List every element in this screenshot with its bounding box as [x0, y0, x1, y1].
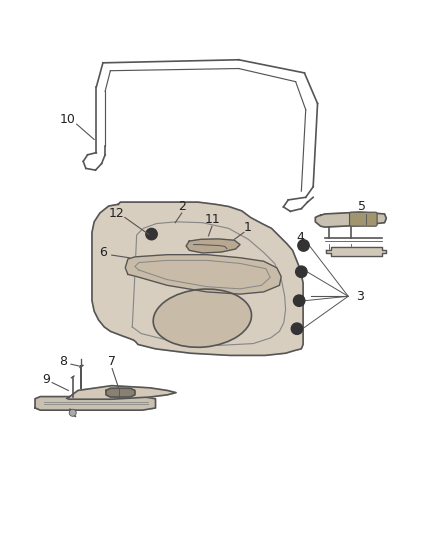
Polygon shape — [315, 212, 386, 227]
Text: 2: 2 — [178, 199, 186, 213]
Text: 3: 3 — [356, 290, 364, 303]
Polygon shape — [92, 202, 303, 356]
Polygon shape — [67, 386, 176, 399]
Polygon shape — [35, 397, 155, 410]
Text: 7: 7 — [108, 356, 116, 368]
Text: 5: 5 — [358, 199, 366, 213]
Circle shape — [291, 323, 303, 334]
Polygon shape — [186, 239, 240, 253]
Ellipse shape — [153, 289, 251, 348]
Circle shape — [146, 229, 157, 240]
Polygon shape — [106, 388, 135, 397]
Text: 11: 11 — [205, 213, 220, 226]
FancyBboxPatch shape — [350, 212, 377, 226]
Circle shape — [296, 266, 307, 278]
Text: 1: 1 — [244, 221, 252, 233]
Text: 12: 12 — [108, 207, 124, 220]
Text: 10: 10 — [60, 114, 76, 126]
Text: 9: 9 — [42, 373, 50, 386]
Polygon shape — [125, 255, 281, 294]
Circle shape — [298, 240, 309, 251]
Circle shape — [69, 409, 76, 416]
Circle shape — [293, 295, 305, 306]
Polygon shape — [326, 247, 386, 255]
Text: 8: 8 — [60, 356, 67, 368]
Text: 6: 6 — [99, 246, 107, 259]
Text: 4: 4 — [297, 231, 304, 244]
